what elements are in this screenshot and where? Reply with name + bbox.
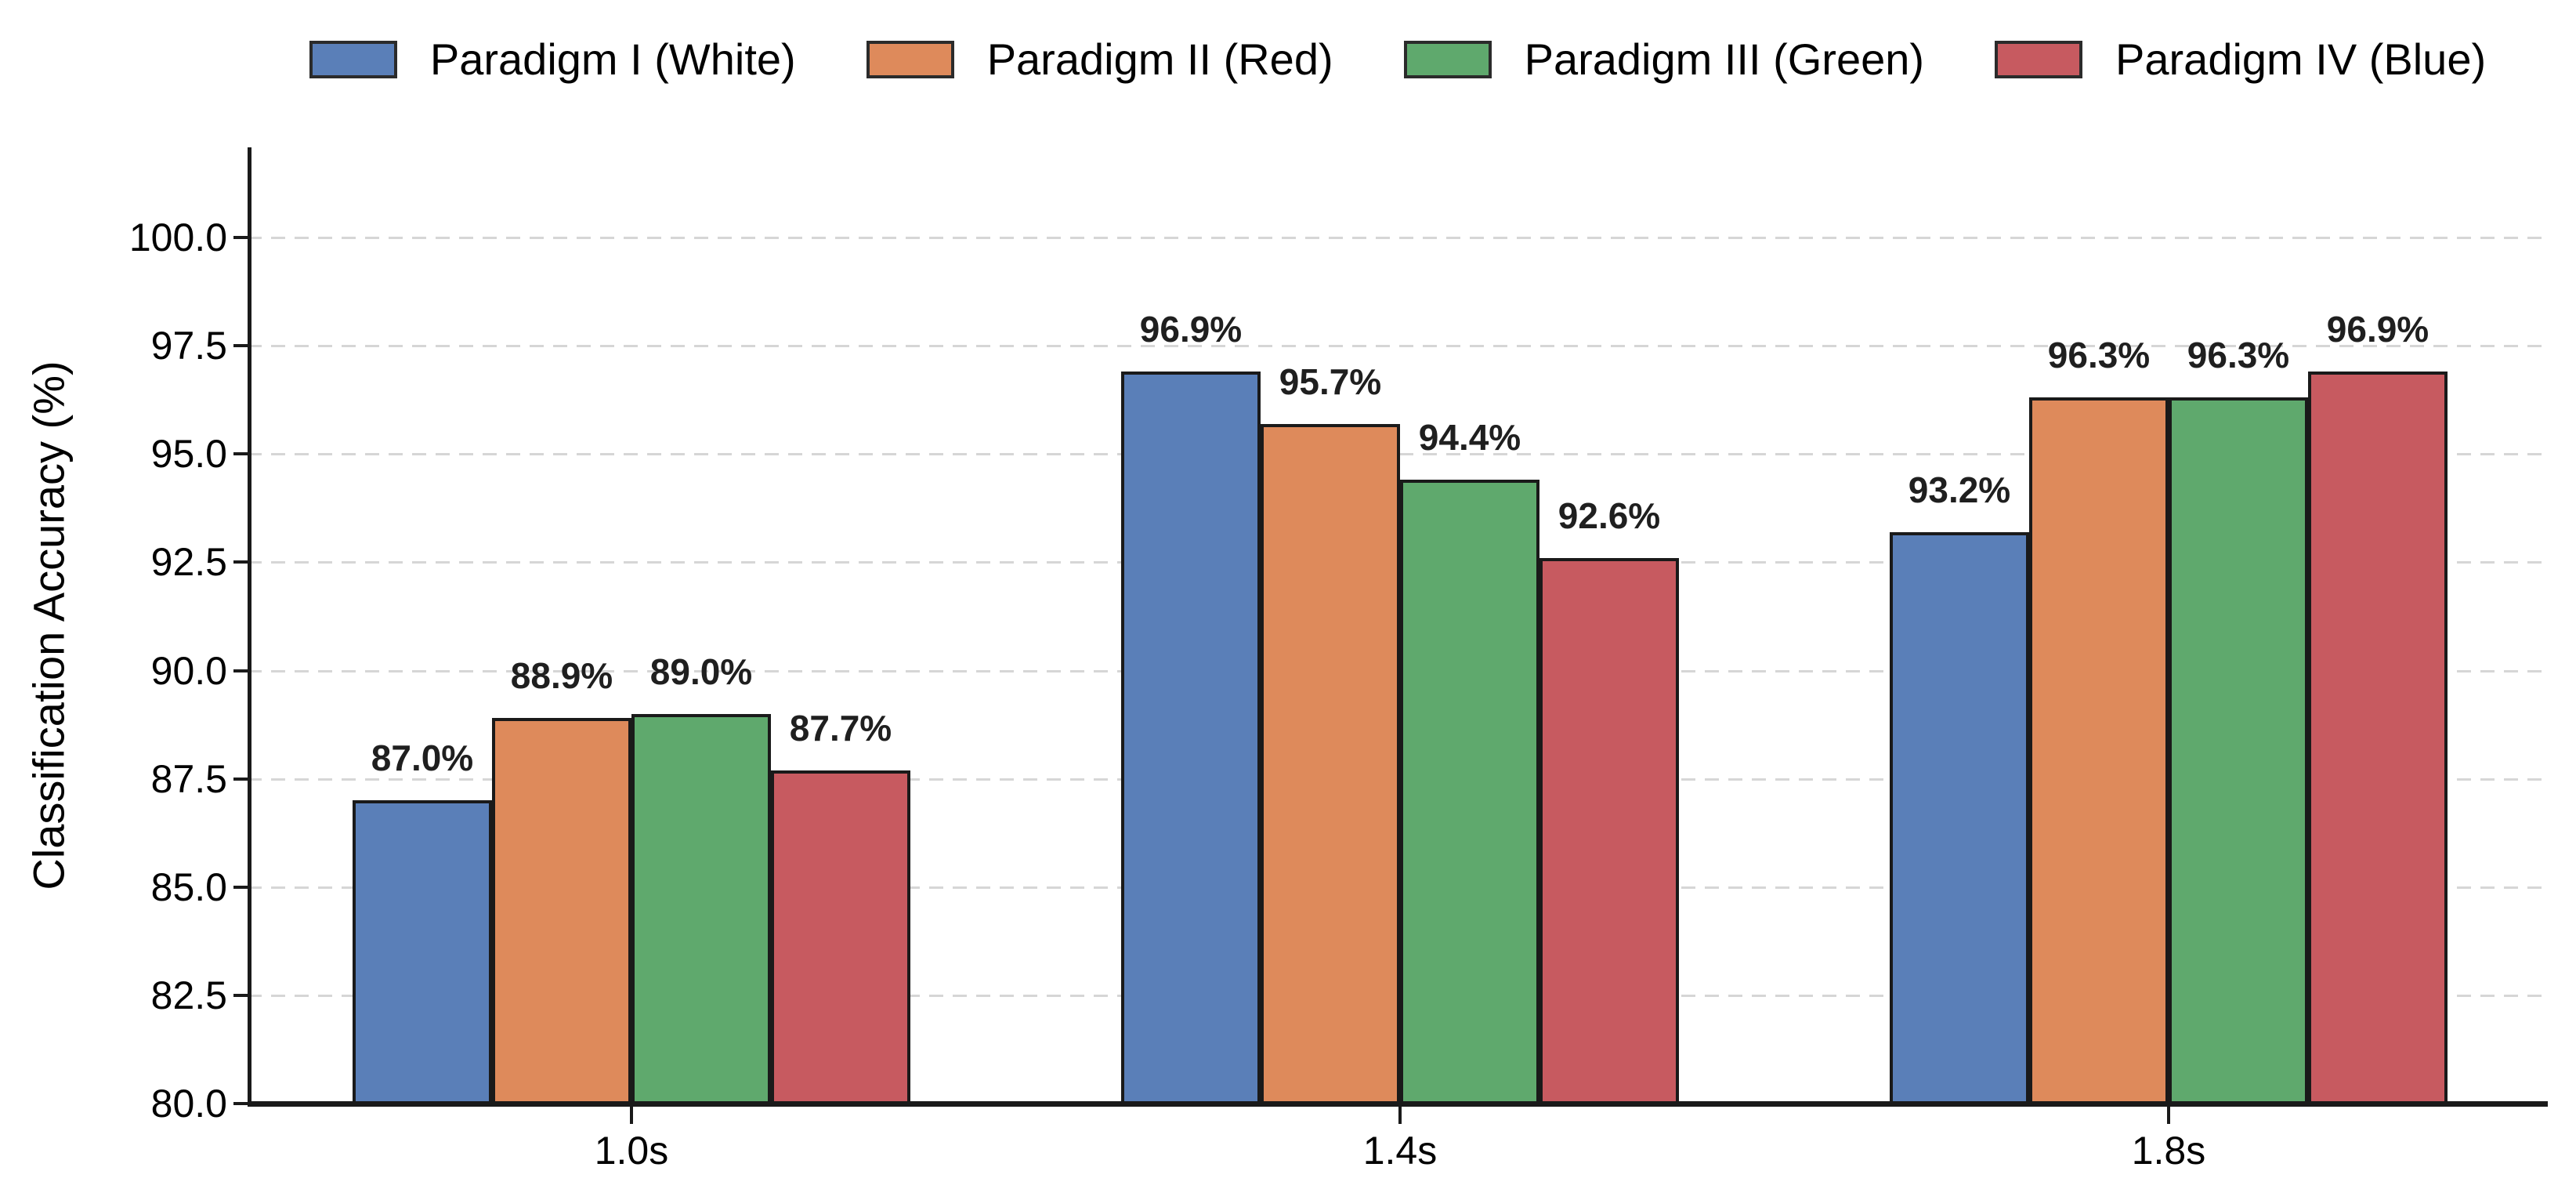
legend-item-1: Paradigm I (White) [309, 33, 796, 86]
y-tick-label: 80.0 [150, 1082, 227, 1126]
bar-value-label: 92.6% [1558, 495, 1661, 536]
bar-value-label: 89.0% [649, 651, 753, 692]
bar-1.8s-series-2 [2029, 397, 2169, 1105]
bar-value-label: 87.7% [789, 707, 892, 749]
bar-1.4s-series-4 [1539, 557, 1679, 1105]
bar-1.8s-series-1 [1890, 531, 2029, 1105]
bar-1.4s-series-2 [1261, 423, 1400, 1105]
bar-value-label: 94.4% [1418, 417, 1521, 459]
bar-value-label: 95.7% [1279, 361, 1382, 402]
y-axis-spine [248, 147, 251, 1107]
y-gridline [248, 345, 2548, 348]
y-gridline [248, 237, 2548, 239]
legend-item-3: Paradigm III (Green) [1403, 33, 1925, 86]
y-tick-mark [233, 560, 249, 564]
y-tick-mark [233, 669, 249, 672]
legend-swatch-icon [309, 41, 397, 78]
bar-value-label: 87.0% [371, 738, 474, 779]
bar-1.0s-series-1 [353, 800, 492, 1105]
y-tick-label: 90.0 [150, 648, 227, 693]
bar-1.4s-series-1 [1121, 372, 1261, 1105]
bar-1.0s-series-3 [631, 713, 771, 1105]
y-tick-label: 97.5 [150, 324, 227, 368]
y-tick-mark [233, 993, 249, 997]
legend-label: Paradigm III (Green) [1524, 34, 1925, 84]
bar-1.8s-series-4 [2308, 372, 2448, 1105]
x-tick-mark [630, 1107, 633, 1124]
legend-swatch-icon [866, 41, 954, 78]
x-tick-label: 1.0s [594, 1129, 669, 1173]
bar-value-label: 96.3% [2047, 335, 2151, 376]
y-tick-mark [233, 344, 249, 348]
bar-1.0s-series-2 [492, 718, 631, 1105]
y-tick-label: 85.0 [150, 865, 227, 909]
bar-1.0s-series-4 [771, 770, 910, 1105]
x-axis-spine [248, 1101, 2548, 1107]
legend-label: Paradigm IV (Blue) [2115, 34, 2487, 84]
y-tick-label: 95.0 [150, 432, 227, 477]
y-tick-label: 87.5 [150, 756, 227, 801]
x-tick-mark [2167, 1107, 2170, 1124]
bar-value-label: 88.9% [510, 655, 613, 697]
x-tick-label: 1.4s [1362, 1129, 1438, 1173]
bar-value-label: 96.3% [2187, 335, 2290, 376]
y-tick-mark [233, 452, 249, 456]
bar-value-label: 96.9% [1139, 309, 1243, 350]
y-tick-label: 100.0 [128, 216, 227, 259]
legend-item-4: Paradigm IV (Blue) [1995, 33, 2486, 86]
y-tick-mark [233, 1102, 249, 1105]
chart-legend: Paradigm I (White) Paradigm II (Red) Parad… [248, 31, 2548, 88]
legend-item-2: Paradigm II (Red) [866, 33, 1333, 86]
legend-swatch-icon [1403, 41, 1492, 78]
y-tick-mark [233, 777, 249, 781]
bar-1.4s-series-3 [1400, 480, 1539, 1105]
bar-value-label: 93.2% [1908, 469, 2011, 510]
legend-label: Paradigm I (White) [429, 34, 796, 84]
x-tick-mark [1398, 1107, 1402, 1124]
bar-value-label: 96.9% [2326, 309, 2429, 350]
y-tick-label: 92.5 [150, 540, 227, 585]
y-tick-mark [233, 236, 249, 239]
y-tick-mark [233, 885, 249, 889]
bar-1.8s-series-3 [2169, 397, 2308, 1105]
y-tick-label: 82.5 [150, 973, 227, 1017]
x-tick-label: 1.8s [2131, 1129, 2206, 1173]
legend-label: Paradigm II (Red) [986, 34, 1333, 84]
legend-swatch-icon [1995, 41, 2083, 78]
